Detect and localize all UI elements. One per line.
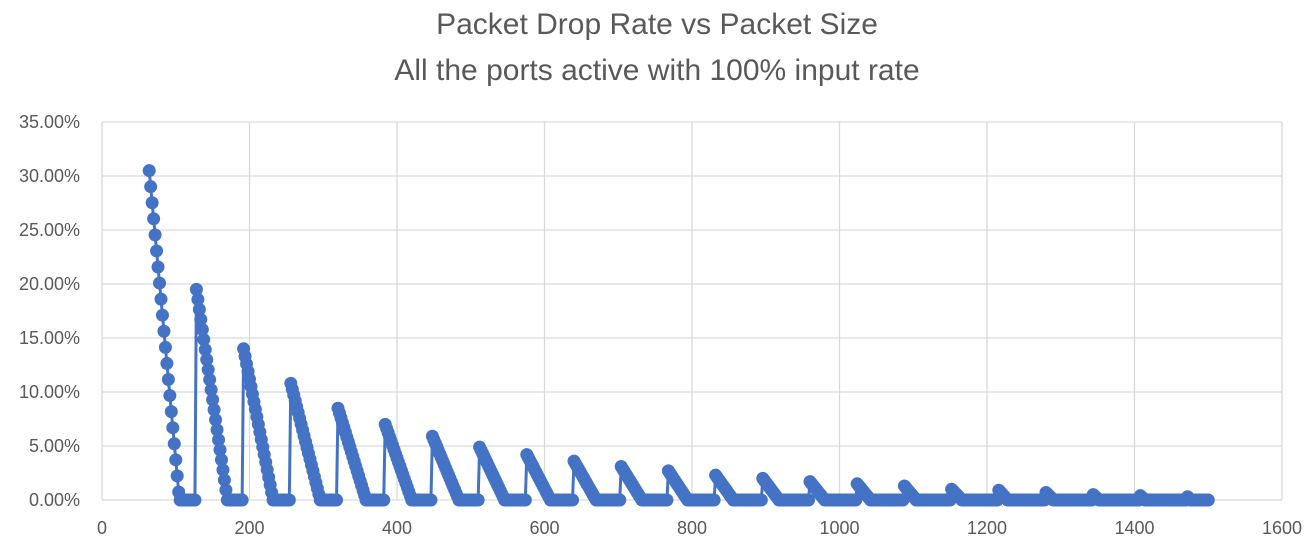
data-point: [192, 302, 206, 316]
data-point: [157, 324, 171, 338]
y-tick-label: 30.00%: [19, 166, 80, 186]
data-point: [200, 353, 214, 367]
y-tick-label: 20.00%: [19, 274, 80, 294]
data-point: [282, 493, 296, 507]
x-axis-tick-labels: 0 200 400 600 800 1000 1200 1400 1600: [97, 518, 1302, 538]
data-point: [849, 493, 863, 507]
data-series: [142, 164, 1215, 507]
data-point: [206, 393, 220, 407]
data-point: [158, 340, 172, 354]
data-point: [198, 343, 212, 357]
data-point: [204, 383, 218, 397]
data-point: [169, 453, 183, 467]
data-point: [802, 493, 816, 507]
data-point: [197, 333, 211, 347]
data-point: [150, 244, 164, 258]
data-point: [707, 493, 721, 507]
data-point: [377, 493, 391, 507]
x-tick-label: 800: [677, 518, 707, 538]
data-point: [754, 493, 768, 507]
data-point: [195, 323, 209, 337]
x-tick-label: 400: [382, 518, 412, 538]
y-tick-label: 10.00%: [19, 382, 80, 402]
x-tick-label: 200: [234, 518, 264, 538]
data-point: [153, 276, 167, 290]
data-point: [613, 493, 627, 507]
data-point: [214, 453, 228, 467]
data-point: [217, 473, 231, 487]
data-point: [191, 292, 205, 306]
data-point: [210, 423, 224, 437]
chart-subtitle: All the ports active with 100% input rat…: [394, 54, 920, 87]
data-point: [188, 493, 202, 507]
data-point: [194, 312, 208, 326]
y-tick-label: 35.00%: [19, 112, 80, 132]
y-tick-label: 25.00%: [19, 220, 80, 240]
data-point: [518, 493, 532, 507]
data-point: [148, 228, 162, 242]
data-point: [189, 282, 203, 296]
data-point: [330, 493, 344, 507]
data-point: [212, 433, 226, 447]
data-point: [219, 483, 233, 497]
x-tick-label: 1000: [819, 518, 859, 538]
data-point: [160, 356, 174, 370]
data-point: [235, 493, 249, 507]
x-tick-label: 600: [529, 518, 559, 538]
data-point: [154, 292, 168, 306]
data-point: [142, 164, 156, 178]
data-point: [566, 493, 580, 507]
y-tick-label: 15.00%: [19, 328, 80, 348]
y-tick-label: 5.00%: [29, 436, 80, 456]
x-tick-label: 1400: [1114, 518, 1154, 538]
data-point: [170, 469, 184, 483]
data-point: [163, 389, 177, 403]
x-tick-label: 1600: [1262, 518, 1302, 538]
data-point: [144, 180, 158, 194]
gridlines: [101, 121, 1283, 501]
data-point: [216, 463, 230, 477]
data-point: [164, 405, 178, 419]
data-point: [1201, 493, 1215, 507]
data-point: [145, 196, 159, 210]
data-point: [203, 373, 217, 387]
data-point: [166, 421, 180, 435]
data-point: [209, 413, 223, 427]
y-tick-label: 0.00%: [29, 490, 80, 510]
data-point: [660, 493, 674, 507]
x-tick-label: 0: [97, 518, 107, 538]
data-point: [201, 363, 215, 377]
data-point: [161, 372, 175, 386]
data-point: [147, 212, 161, 226]
data-point: [167, 437, 181, 451]
x-tick-label: 1200: [967, 518, 1007, 538]
chart-title: Packet Drop Rate vs Packet Size: [436, 8, 878, 41]
data-point: [471, 493, 485, 507]
data-point: [207, 403, 221, 417]
data-point: [155, 308, 169, 322]
data-point: [424, 493, 438, 507]
data-point: [151, 260, 165, 274]
y-axis-tick-labels: 0.00% 5.00% 10.00% 15.00% 20.00% 25.00% 30.00%…: [19, 112, 80, 510]
data-point: [213, 443, 227, 457]
